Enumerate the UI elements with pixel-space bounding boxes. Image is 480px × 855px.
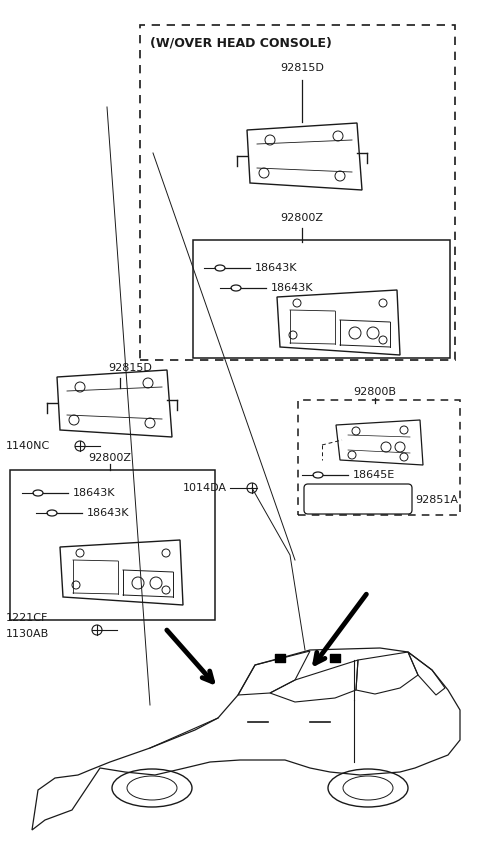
- Bar: [298, 400, 460, 515]
- Text: 1130AB: 1130AB: [6, 629, 49, 639]
- Text: 1221CF: 1221CF: [6, 613, 48, 623]
- Text: 92815D: 92815D: [280, 63, 324, 73]
- Text: 18643K: 18643K: [87, 508, 130, 518]
- Text: 1014DA: 1014DA: [183, 483, 227, 493]
- Text: 92815D: 92815D: [108, 363, 152, 373]
- Text: 18643K: 18643K: [271, 283, 313, 293]
- Bar: [193, 240, 450, 358]
- Text: 92800Z: 92800Z: [88, 453, 132, 463]
- Bar: [140, 25, 455, 360]
- Text: 18643K: 18643K: [255, 263, 298, 273]
- Text: 18643K: 18643K: [73, 488, 116, 498]
- Text: 92851A: 92851A: [415, 495, 458, 505]
- Text: 92800Z: 92800Z: [280, 213, 324, 223]
- Text: 92800B: 92800B: [353, 387, 396, 397]
- Text: (W/OVER HEAD CONSOLE): (W/OVER HEAD CONSOLE): [150, 37, 332, 50]
- Bar: [10, 470, 215, 620]
- Text: 1140NC: 1140NC: [6, 441, 50, 451]
- Text: 18645E: 18645E: [353, 470, 395, 480]
